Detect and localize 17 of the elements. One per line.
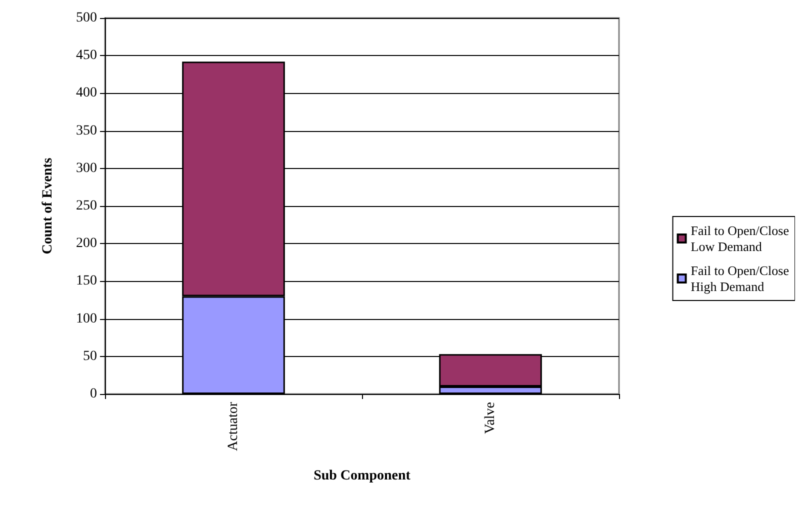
y-tick-label: 350 <box>76 123 97 138</box>
x-tick-label: Valve <box>483 402 498 434</box>
y-tick-label: 250 <box>76 198 97 214</box>
y-tick-label: 150 <box>76 274 97 289</box>
y-tick-label: 200 <box>76 236 97 252</box>
legend-label: Fail to Open/Close High Demand <box>690 263 790 294</box>
x-axis-title: Sub Component <box>314 468 411 484</box>
y-tick-label: 300 <box>76 160 97 176</box>
legend-label: Fail to Open/Close Low Demand <box>690 223 790 254</box>
y-axis-title: Count of Events <box>40 157 56 254</box>
y-tick-label: 500 <box>76 10 97 26</box>
y-tick-label: 450 <box>76 48 97 64</box>
y-tick-label: 400 <box>76 86 97 101</box>
y-tick-label: 100 <box>76 311 97 326</box>
y-tick-label: 50 <box>83 348 97 364</box>
y-tick-label: 0 <box>90 386 97 402</box>
x-tick-label: Actuator <box>226 402 241 451</box>
